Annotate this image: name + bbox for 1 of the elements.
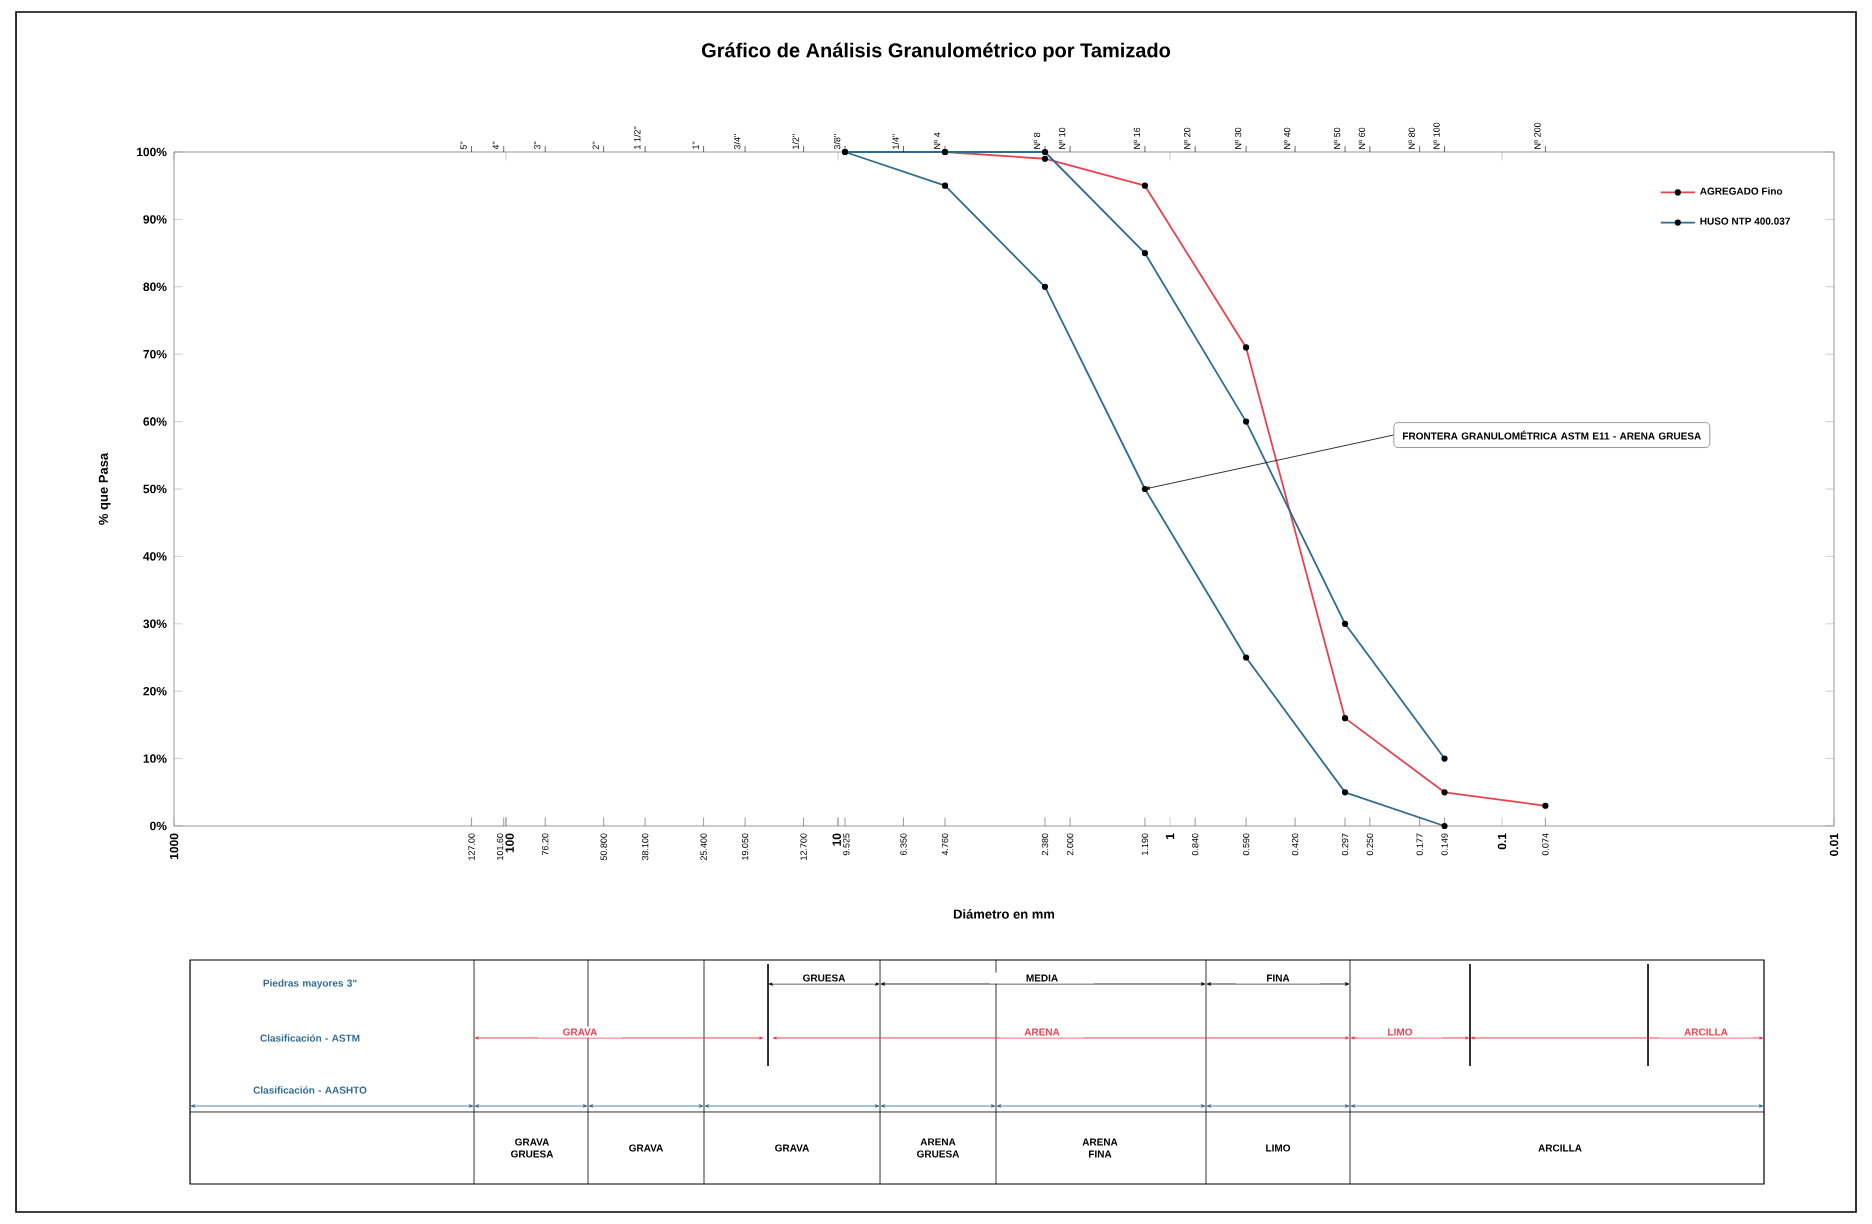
- chart-title: Gráfico de Análisis Granulométrico por Tamizado: [701, 42, 1171, 62]
